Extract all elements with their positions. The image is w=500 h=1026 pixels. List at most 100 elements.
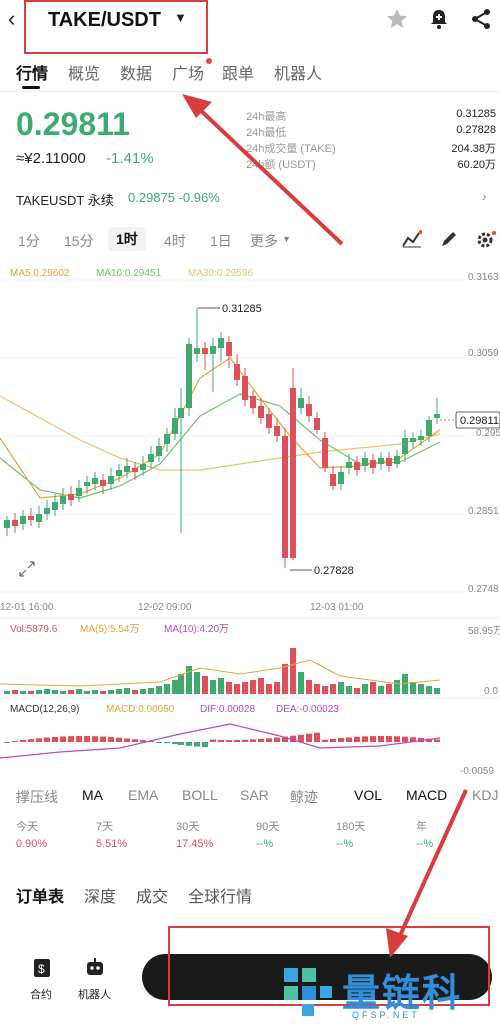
ma-line (0, 395, 441, 471)
tab-data[interactable]: 数据 (120, 66, 153, 83)
candle-body (298, 398, 304, 408)
last-price: 0.29811 (16, 106, 130, 142)
tab-depth[interactable]: 深度 (84, 889, 117, 906)
interval-1h[interactable]: 1时 (108, 227, 146, 251)
ind-boll[interactable]: BOLL (182, 787, 218, 803)
ind-vol[interactable]: VOL (354, 787, 383, 803)
candle-body (132, 468, 138, 472)
ind-kdj[interactable]: KDJ (472, 787, 499, 803)
tab-square[interactable]: 广场 (172, 66, 205, 83)
volume-bar (330, 684, 336, 694)
vol-axis-top: 58.95万 (468, 626, 500, 637)
macd-bar (394, 736, 400, 742)
volume-bar (434, 688, 440, 694)
kline-chart[interactable]: MA5:0.29602 MA10:0.29451 MA30:0.29596 0.… (0, 258, 500, 798)
perpetual-name[interactable]: TAKEUSDT 永续 (16, 193, 114, 208)
macd-bar (402, 736, 408, 742)
ind-ema[interactable]: EMA (128, 787, 159, 803)
ind-sar[interactable]: SAR (240, 787, 269, 803)
ind-ma[interactable]: MA (82, 787, 103, 803)
performance-row: 今天 0.90% 7天 5.51% 30天 17.45% 90天 --% 180… (0, 818, 500, 858)
gear-icon[interactable] (476, 230, 496, 250)
volume-bar (234, 684, 240, 694)
stats-panel: 24h最高 0.31285 24h最低 0.27828 24h成交量 (TAKE) 2… (246, 108, 496, 172)
volume-bar (322, 686, 328, 694)
high-label: 0.31285 (222, 303, 262, 315)
chevron-down-icon[interactable]: ▼ (282, 234, 291, 244)
ma10-legend: MA10:0.29451 (96, 268, 161, 279)
trade-button[interactable] (142, 954, 492, 1000)
volume-bar (250, 680, 256, 694)
robot-icon[interactable] (84, 956, 106, 978)
macd-axis-low: -0.0059 (460, 766, 494, 777)
candle-body (178, 408, 184, 418)
tab-overview[interactable]: 概览 (68, 66, 101, 83)
stat-label: 24h成交量 (TAKE) (246, 143, 336, 155)
low-label: 0.27828 (314, 565, 354, 577)
star-icon[interactable] (386, 8, 408, 30)
contract-icon[interactable]: $ (32, 958, 52, 978)
macd-bar (52, 736, 58, 742)
macd-bar (330, 738, 336, 742)
ind-macd[interactable]: MACD (406, 787, 448, 803)
ind-support[interactable]: 撑压线 (16, 789, 58, 805)
macd-bar (426, 738, 432, 742)
volume-bar (338, 682, 344, 694)
macd-bar (194, 742, 200, 747)
candle-body (282, 436, 288, 558)
perf-value: --% (256, 838, 274, 850)
volume-bar (92, 690, 98, 694)
volume-bar (44, 689, 50, 694)
y-tick: 0.3163 (468, 272, 499, 283)
tab-robot[interactable]: 机器人 (274, 66, 323, 83)
tab-orderbook[interactable]: 订单表 (16, 889, 65, 906)
volume-bar (346, 686, 352, 694)
candle-body (124, 466, 130, 472)
nav-contract-label[interactable]: 合约 (30, 989, 52, 1001)
pen-icon[interactable] (440, 230, 458, 248)
interval-15m[interactable]: 15分 (64, 233, 94, 249)
tab-market[interactable]: 行情 (16, 66, 49, 83)
perf-label: 90天 (256, 821, 280, 833)
interval-1m[interactable]: 1分 (18, 233, 40, 249)
candle-body (186, 344, 192, 408)
interval-4h[interactable]: 4时 (164, 233, 186, 249)
interval-more[interactable]: 更多 (250, 233, 278, 249)
candle-body (386, 458, 392, 466)
chevron-right-icon[interactable]: › (482, 188, 487, 204)
chevron-down-icon[interactable]: ▼ (174, 10, 187, 25)
volume-bar (386, 684, 392, 694)
pair-title[interactable]: TAKE/USDT (48, 9, 161, 31)
candle-body (202, 348, 208, 354)
volume-bar (20, 691, 26, 694)
tab-copy-trading[interactable]: 跟单 (222, 66, 255, 83)
volume-bar (410, 682, 416, 694)
candle-body (36, 514, 42, 522)
indicator-icon[interactable] (402, 230, 422, 248)
candle-body (234, 364, 240, 380)
interval-1d[interactable]: 1日 (210, 233, 232, 249)
watermark-text: 量链科技 (342, 973, 463, 1015)
share-icon[interactable] (470, 8, 492, 30)
expand-icon[interactable] (19, 561, 35, 577)
perf-value: 5.51% (96, 838, 128, 850)
ind-whale[interactable]: 鲸迹 (290, 789, 318, 805)
volume-bar (60, 691, 66, 694)
tab-global[interactable]: 全球行情 (188, 889, 253, 906)
macd-bar (234, 739, 240, 742)
macd-bar (322, 739, 328, 742)
dea-value: DEA:-0.00023 (276, 704, 339, 715)
macd-bar (36, 738, 42, 742)
macd-bar (28, 739, 34, 742)
volume-bar (140, 689, 146, 694)
candle-body (266, 414, 272, 428)
volume-bar (186, 666, 192, 694)
candle-body (418, 436, 424, 440)
back-icon[interactable]: ‹ (8, 6, 16, 31)
volume-bars (0, 648, 441, 694)
tab-trades[interactable]: 成交 (136, 889, 169, 906)
bell-icon[interactable] (428, 8, 450, 30)
nav-robot-label[interactable]: 机器人 (78, 989, 111, 1001)
macd-bar (282, 736, 288, 742)
volume-bar (124, 688, 130, 694)
